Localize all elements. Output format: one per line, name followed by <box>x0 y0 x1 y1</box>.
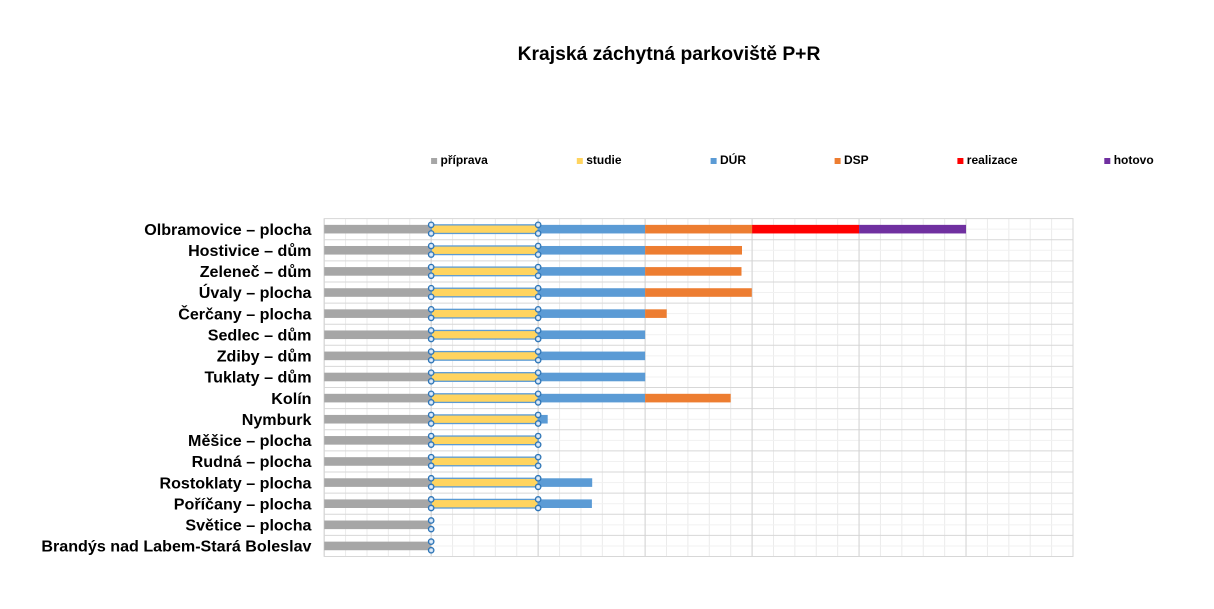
svg-text:Světice – plocha: Světice – plocha <box>185 517 312 535</box>
svg-text:příprava: příprava <box>441 153 489 167</box>
svg-text:Hostivice – dům: Hostivice – dům <box>188 242 311 260</box>
svg-text:Sedlec – dům: Sedlec – dům <box>208 326 312 344</box>
svg-text:hotovo: hotovo <box>1114 153 1154 167</box>
svg-text:Úvaly – plocha: Úvaly – plocha <box>199 283 313 302</box>
svg-text:realizace: realizace <box>967 153 1018 167</box>
svg-text:Rostoklaty – plocha: Rostoklaty – plocha <box>159 474 312 492</box>
svg-text:Poříčany – plocha: Poříčany – plocha <box>174 495 313 513</box>
svg-text:Tuklaty – dům: Tuklaty – dům <box>204 369 311 387</box>
svg-text:Olbramovice – plocha: Olbramovice – plocha <box>144 221 312 239</box>
svg-text:Brandýs nad Labem-Stará Bolesl: Brandýs nad Labem-Stará Boleslav <box>41 538 311 556</box>
svg-text:Čerčany – plocha: Čerčany – plocha <box>178 304 312 323</box>
svg-text:DÚR: DÚR <box>720 152 746 167</box>
svg-text:Krajská záchytná parkoviště P+: Krajská záchytná parkoviště P+R <box>518 44 821 65</box>
svg-text:studie: studie <box>586 153 622 167</box>
svg-text:Měšice – plocha: Měšice – plocha <box>188 432 312 450</box>
svg-text:DSP: DSP <box>844 153 869 167</box>
svg-text:Nymburk: Nymburk <box>242 411 312 429</box>
svg-text:Zdiby – dům: Zdiby – dům <box>217 348 312 366</box>
svg-text:Kolín: Kolín <box>271 390 311 408</box>
svg-text:Zeleneč – dům: Zeleneč – dům <box>200 263 312 281</box>
svg-text:Rudná – plocha: Rudná – plocha <box>192 453 313 471</box>
